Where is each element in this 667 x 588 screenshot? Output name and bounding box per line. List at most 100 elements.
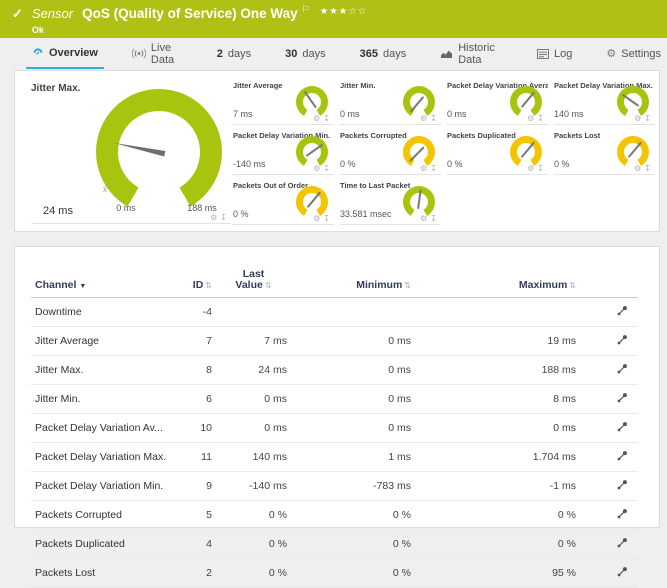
gear-icon[interactable]: ⚙ [210, 213, 218, 222]
channel-row-packet-delay-variation-min: Packet Delay Variation Min. 9 -140 ms -783 … [31, 471, 638, 501]
gauge-value: 0 ms [340, 109, 360, 119]
tab-2-days[interactable]: 2 days [211, 38, 257, 69]
channel-name[interactable]: Jitter Min. [31, 384, 171, 414]
gear-icon[interactable]: ⚙ [634, 164, 642, 173]
table-header-row: Channel ▼ ID ⇅ Last Value ⇅ Minimum ⇅ Maximum… [31, 261, 638, 298]
channel-row-packets-duplicated: Packets Duplicated 4 0 % 0 % 0 % [31, 529, 638, 559]
flag-icon[interactable]: ⚐ [301, 4, 310, 14]
tab-live-data[interactable]: Live Data [126, 38, 189, 69]
channel-id: 6 [171, 384, 216, 414]
channel-name[interactable]: Packets Corrupted [31, 500, 171, 530]
channel-id: 11 [171, 442, 216, 472]
tab-overview[interactable]: Overview [26, 38, 104, 69]
pin-icon[interactable]: ↧ [537, 164, 544, 173]
tab-settings[interactable]: ⚙ Settings [600, 38, 667, 69]
edit-channel-icon[interactable] [616, 305, 628, 320]
gauge-value: 7 ms [233, 109, 253, 119]
gauge-tile-jitter-average[interactable]: Jitter Average 7 ms ⚙ ↧ [233, 75, 334, 125]
gauge-title: Packets Corrupted [340, 131, 407, 140]
gauge-tile-packet-delay-variation-average[interactable]: Packet Delay Variation Average 0 ms ⚙ ↧ [447, 75, 548, 125]
pin-icon[interactable]: ↧ [323, 214, 330, 223]
gauge-needle [305, 143, 324, 157]
edit-channel-icon[interactable] [616, 479, 628, 494]
pin-icon[interactable]: ↧ [220, 213, 227, 222]
gear-icon[interactable]: ⚙ [313, 164, 321, 173]
pin-icon[interactable]: ↧ [323, 164, 330, 173]
tab-label: days [382, 47, 407, 60]
star-rating[interactable]: ★★★☆☆ [319, 6, 368, 17]
channel-name[interactable]: Jitter Average [31, 326, 171, 356]
channel-id: 4 [171, 529, 216, 559]
tab-label: days [227, 47, 252, 60]
channel-name[interactable]: Packets Duplicated [31, 529, 171, 559]
channel-last-value: 140 ms [216, 442, 291, 472]
edit-channel-icon[interactable] [616, 334, 628, 349]
pin-icon[interactable]: ↧ [644, 114, 651, 123]
tab-365-days[interactable]: 365 days [354, 38, 413, 69]
gear-icon[interactable]: ⚙ [420, 214, 428, 223]
gear-icon[interactable]: ⚙ [313, 114, 321, 123]
channel-row-packet-delay-variation-max: Packet Delay Variation Max. 11 140 ms 1 ms 1… [31, 442, 638, 472]
gauge-tile-packets-lost[interactable]: Packets Lost 0 % ⚙ ↧ [554, 125, 655, 175]
edit-channel-icon[interactable] [616, 566, 628, 581]
packets-corrupted-gauge [403, 136, 435, 168]
mean-toggle-icon[interactable]: x̄ [103, 185, 107, 194]
gauge-title: Packet Delay Variation Max. [554, 81, 653, 90]
edit-channel-icon[interactable] [616, 537, 628, 552]
pin-icon[interactable]: ↧ [430, 214, 437, 223]
gauge-tile-jitter-min[interactable]: Jitter Min. 0 ms ⚙ ↧ [340, 75, 441, 125]
channel-name[interactable]: Packet Delay Variation Min. [31, 471, 171, 501]
channel-name[interactable]: Packet Delay Variation Max. [31, 442, 171, 472]
gear-icon[interactable]: ⚙ [634, 114, 642, 123]
gauge-tile-packets-out-of-order[interactable]: Packets Out of Order 0 % ⚙ ↧ [233, 175, 334, 225]
channel-name[interactable]: Downtime [31, 297, 171, 327]
channel-last-value: 7 ms [216, 326, 291, 356]
gauge-icon [32, 47, 44, 58]
gauge-tile-packets-corrupted[interactable]: Packets Corrupted 0 % ⚙ ↧ [340, 125, 441, 175]
pin-icon[interactable]: ↧ [430, 114, 437, 123]
gear-icon: ⚙ [606, 47, 617, 60]
channel-maximum: 19 ms [451, 326, 606, 356]
gauge-tile-packet-delay-variation-min[interactable]: Packet Delay Variation Min. -140 ms ⚙ ↧ [233, 125, 334, 175]
gear-icon[interactable]: ⚙ [527, 114, 535, 123]
gauge-needle [520, 141, 536, 159]
tab-number: 2 [216, 47, 223, 60]
channel-id: -4 [171, 297, 216, 327]
main-gauge-tile[interactable]: Jitter Max. x̄ 24 ms 0 ms 188 ms ⚙ ↧ [31, 81, 231, 224]
gauge-tile-time-to-last-packet[interactable]: Time to Last Packet 33.581 msec ⚙ ↧ [340, 175, 441, 225]
tab-log[interactable]: Log [531, 38, 578, 69]
pin-icon[interactable]: ↧ [537, 114, 544, 123]
edit-channel-icon[interactable] [616, 508, 628, 523]
gear-icon[interactable]: ⚙ [420, 164, 428, 173]
column-header-last-value[interactable]: Last Value ⇅ [216, 261, 291, 298]
gear-icon[interactable]: ⚙ [420, 114, 428, 123]
channel-name[interactable]: Jitter Max. [31, 355, 171, 385]
pin-icon[interactable]: ↧ [323, 114, 330, 123]
gear-icon[interactable]: ⚙ [527, 164, 535, 173]
column-header-id[interactable]: ID ⇅ [171, 261, 216, 298]
column-header-actions [606, 261, 638, 298]
column-header-maximum[interactable]: Maximum ⇅ [451, 261, 606, 298]
gauge-value: 0 % [340, 159, 356, 169]
channel-name[interactable]: Packet Delay Variation Av... [31, 413, 171, 443]
gauge-title: Jitter Min. [340, 81, 376, 90]
channel-name[interactable]: Packets Lost [31, 558, 171, 588]
pin-icon[interactable]: ↧ [430, 164, 437, 173]
gauge-tile-packet-delay-variation-max[interactable]: Packet Delay Variation Max. 140 ms ⚙ ↧ [554, 75, 655, 125]
edit-channel-icon[interactable] [616, 421, 628, 436]
gear-icon[interactable]: ⚙ [313, 214, 321, 223]
pin-icon[interactable]: ↧ [644, 164, 651, 173]
channel-maximum: 0 % [451, 500, 606, 530]
tab-30-days[interactable]: 30 days [279, 38, 332, 69]
channel-maximum: 0 ms [451, 413, 606, 443]
column-header-minimum[interactable]: Minimum ⇅ [291, 261, 451, 298]
tab-historic-data[interactable]: Historic Data [434, 38, 509, 69]
column-header-channel[interactable]: Channel ▼ [31, 261, 171, 298]
gauge-needle [409, 95, 425, 113]
edit-channel-icon[interactable] [616, 450, 628, 465]
edit-channel-icon[interactable] [616, 363, 628, 378]
packet-delay-variation-max-gauge [617, 86, 649, 118]
gauge-tile-packets-duplicated[interactable]: Packets Duplicated 0 % ⚙ ↧ [447, 125, 548, 175]
edit-channel-icon[interactable] [616, 392, 628, 407]
channel-id: 7 [171, 326, 216, 356]
